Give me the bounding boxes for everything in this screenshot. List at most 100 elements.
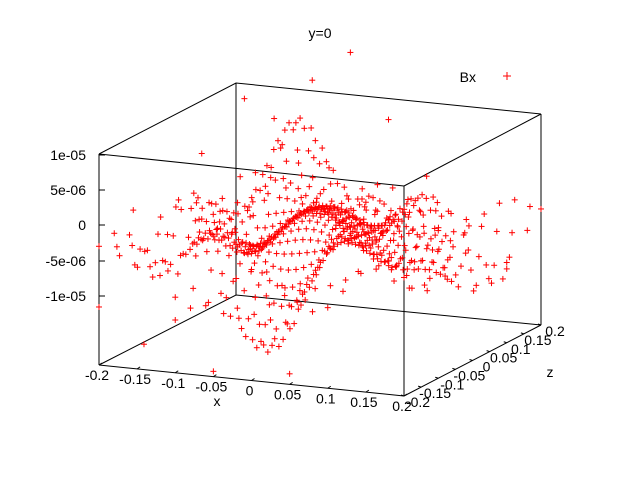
bx-point: [485, 275, 492, 282]
bx-point: [450, 228, 457, 235]
bx-point: [406, 209, 413, 216]
bx-point: [284, 320, 291, 327]
bx-point: [178, 206, 185, 213]
bx-point: [473, 282, 480, 289]
bx-point: [259, 269, 266, 276]
bx-point: [288, 250, 295, 257]
bx-point: [444, 256, 451, 263]
bx-point: [309, 174, 316, 181]
bx-point: [172, 294, 179, 301]
bx-point: [205, 299, 212, 306]
bx-point: [214, 225, 221, 232]
bx-point: [243, 239, 250, 246]
bx-point: [262, 183, 269, 190]
bx-point: [311, 248, 318, 255]
bx-point: [499, 275, 506, 282]
bx-point: [220, 233, 227, 240]
bx-point: [385, 258, 392, 265]
bx-point: [167, 261, 174, 268]
bx-point: [325, 243, 332, 250]
bx-point: [247, 245, 254, 252]
bx-point: [329, 226, 336, 233]
bx-point: [254, 241, 261, 248]
box-front-top: [98, 153, 405, 187]
bx-point: [380, 247, 387, 254]
bx-point: [316, 160, 323, 167]
bx-point: [252, 294, 259, 301]
bx-point: [331, 243, 338, 250]
bx-point: [287, 179, 294, 186]
bx-point: [319, 145, 326, 152]
bx-point: [538, 205, 544, 212]
bx-point: [296, 250, 303, 257]
bx-point: [279, 141, 286, 148]
bx-point: [267, 316, 274, 323]
bx-point: [220, 310, 227, 317]
bx-point: [281, 292, 288, 299]
bx-point: [506, 254, 513, 261]
bx-point: [437, 271, 444, 278]
bx-point: [358, 232, 365, 239]
bx-point: [328, 198, 335, 205]
bx-point: [271, 335, 278, 342]
bx-point: [416, 207, 423, 214]
bx-point: [325, 217, 332, 224]
box-front-top-right: [403, 113, 542, 187]
bx-point: [195, 194, 201, 201]
bx-point: [442, 232, 449, 239]
bx-point: [272, 230, 279, 237]
bx-point: [411, 258, 418, 265]
bx-point: [295, 226, 302, 233]
bx-point: [429, 246, 436, 253]
bx-point: [312, 205, 319, 212]
bx-point: [390, 230, 397, 237]
bx-point: [339, 218, 346, 225]
bx-point: [177, 252, 184, 259]
vertical-axis-ticks: 1e-05 5e-06 0 -5e-06 -1e-05: [46, 147, 105, 304]
bx-point: [361, 203, 368, 210]
bx-point: [310, 154, 317, 161]
bx-point: [251, 311, 258, 318]
bx-point: [195, 234, 202, 241]
bx-point: [347, 224, 354, 231]
bx-point: [488, 280, 495, 287]
bx-point: [338, 239, 344, 246]
bx-point: [450, 243, 457, 250]
bx-point: [410, 226, 417, 233]
bx-point: [182, 251, 189, 258]
bx-point: [496, 200, 503, 207]
x-tick-label: -0.2: [85, 367, 109, 383]
x-tick-mark: [289, 381, 293, 385]
bx-point: [445, 208, 452, 215]
bx-point: [283, 158, 290, 165]
bx-point: [248, 266, 255, 273]
z-tick-mark: [435, 376, 439, 379]
bx-point: [275, 137, 281, 144]
bx-point: [421, 282, 428, 289]
bx-point: [310, 199, 317, 206]
bx-point: [217, 208, 224, 215]
bx-point: [170, 232, 177, 239]
bx-point: [277, 220, 284, 227]
bx-point: [384, 227, 391, 234]
bx-point: [315, 237, 322, 244]
bx-point: [227, 313, 234, 320]
bx-point: [320, 206, 327, 213]
bx-point: [381, 201, 388, 208]
x-tick-mark: [403, 393, 408, 397]
bx-point: [455, 283, 462, 290]
bx-point: [232, 229, 239, 236]
bx-point: [295, 306, 302, 313]
bx-point: [379, 222, 386, 229]
bx-point: [353, 233, 360, 240]
bx-point: [346, 223, 353, 230]
bx-point: [404, 266, 411, 273]
bx-point: [503, 259, 510, 266]
legend: Bx: [460, 69, 511, 85]
bx-point: [221, 220, 228, 227]
z-tick-mark: [503, 341, 507, 344]
bx-point: [239, 218, 246, 225]
bx-point: [276, 228, 283, 235]
x-tick-label: -0.05: [195, 379, 227, 395]
